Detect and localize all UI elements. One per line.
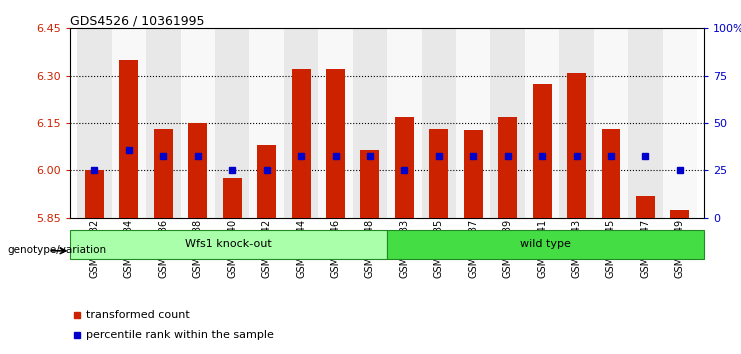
Bar <box>284 28 319 218</box>
Bar <box>188 123 207 218</box>
Bar <box>602 129 620 218</box>
FancyBboxPatch shape <box>387 230 704 258</box>
Text: wild type: wild type <box>520 239 571 249</box>
Bar <box>77 28 112 218</box>
Text: GDS4526 / 10361995: GDS4526 / 10361995 <box>70 14 205 27</box>
Bar <box>215 28 250 218</box>
Bar <box>360 150 379 218</box>
Bar <box>456 28 491 218</box>
Bar <box>429 129 448 218</box>
Bar <box>628 28 662 218</box>
Bar <box>533 84 551 218</box>
Bar <box>146 28 181 218</box>
Bar <box>422 28 456 218</box>
Bar <box>671 210 689 218</box>
Bar <box>636 196 655 218</box>
Bar <box>498 117 517 218</box>
Bar <box>112 28 146 218</box>
Bar <box>292 69 310 218</box>
FancyBboxPatch shape <box>70 230 387 258</box>
Bar <box>319 28 353 218</box>
Bar <box>119 60 139 218</box>
Bar <box>567 73 586 218</box>
Bar <box>594 28 628 218</box>
Bar <box>326 69 345 218</box>
Text: genotype/variation: genotype/variation <box>7 245 107 255</box>
Bar <box>464 130 482 218</box>
Bar <box>387 28 422 218</box>
Bar <box>525 28 559 218</box>
Bar <box>353 28 387 218</box>
Bar <box>154 129 173 218</box>
Text: transformed count: transformed count <box>86 310 190 320</box>
Bar <box>85 170 104 218</box>
Bar <box>257 145 276 218</box>
Bar <box>395 117 414 218</box>
Bar <box>559 28 594 218</box>
Text: Wfs1 knock-out: Wfs1 knock-out <box>185 239 272 249</box>
Bar <box>223 178 242 218</box>
Bar <box>250 28 284 218</box>
Bar <box>491 28 525 218</box>
Bar <box>181 28 215 218</box>
Text: percentile rank within the sample: percentile rank within the sample <box>86 330 274 341</box>
Bar <box>662 28 697 218</box>
